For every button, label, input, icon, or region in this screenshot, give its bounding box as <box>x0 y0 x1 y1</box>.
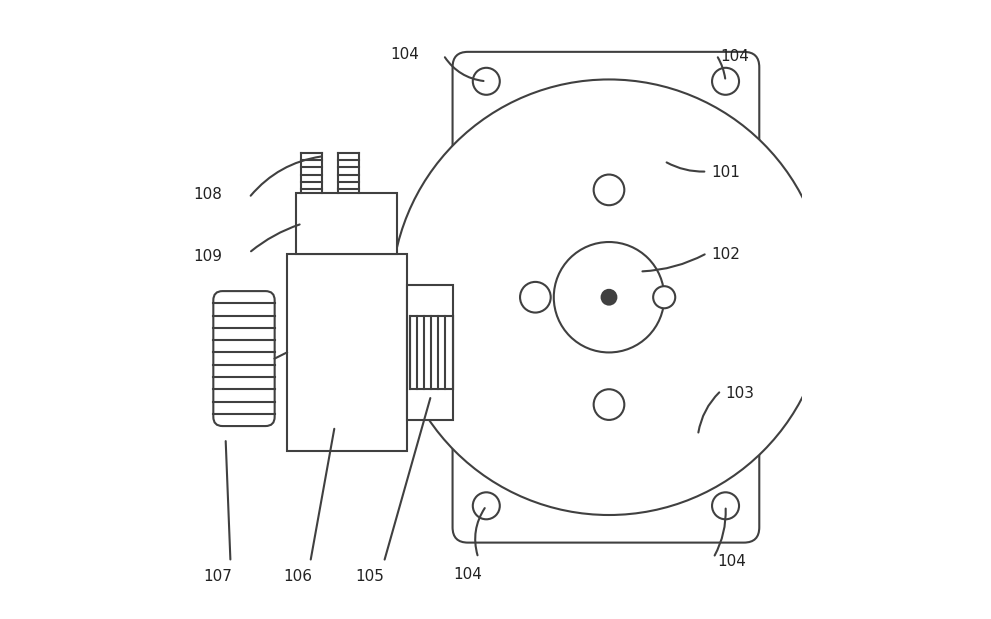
Text: 109: 109 <box>193 249 223 264</box>
Text: 107: 107 <box>204 569 233 584</box>
Bar <box>287 254 406 451</box>
Circle shape <box>713 68 739 95</box>
Text: 104: 104 <box>389 48 419 63</box>
FancyBboxPatch shape <box>453 52 759 543</box>
Text: 102: 102 <box>712 247 740 262</box>
Text: 101: 101 <box>712 165 740 180</box>
Circle shape <box>713 492 739 519</box>
Circle shape <box>602 290 616 305</box>
Circle shape <box>520 282 551 313</box>
Circle shape <box>473 492 499 519</box>
Circle shape <box>473 68 499 95</box>
Text: 108: 108 <box>193 188 223 202</box>
Text: 104: 104 <box>717 553 746 568</box>
Text: 103: 103 <box>725 386 754 401</box>
Circle shape <box>653 286 675 308</box>
Circle shape <box>594 389 624 420</box>
Text: 104: 104 <box>720 49 749 64</box>
Circle shape <box>391 79 826 515</box>
Bar <box>406 285 453 420</box>
FancyBboxPatch shape <box>213 291 275 426</box>
Circle shape <box>554 242 664 352</box>
Text: 106: 106 <box>283 569 312 584</box>
Text: 104: 104 <box>454 567 483 582</box>
Bar <box>296 193 397 254</box>
Bar <box>409 316 453 389</box>
Text: 105: 105 <box>356 569 385 584</box>
Circle shape <box>594 175 624 206</box>
